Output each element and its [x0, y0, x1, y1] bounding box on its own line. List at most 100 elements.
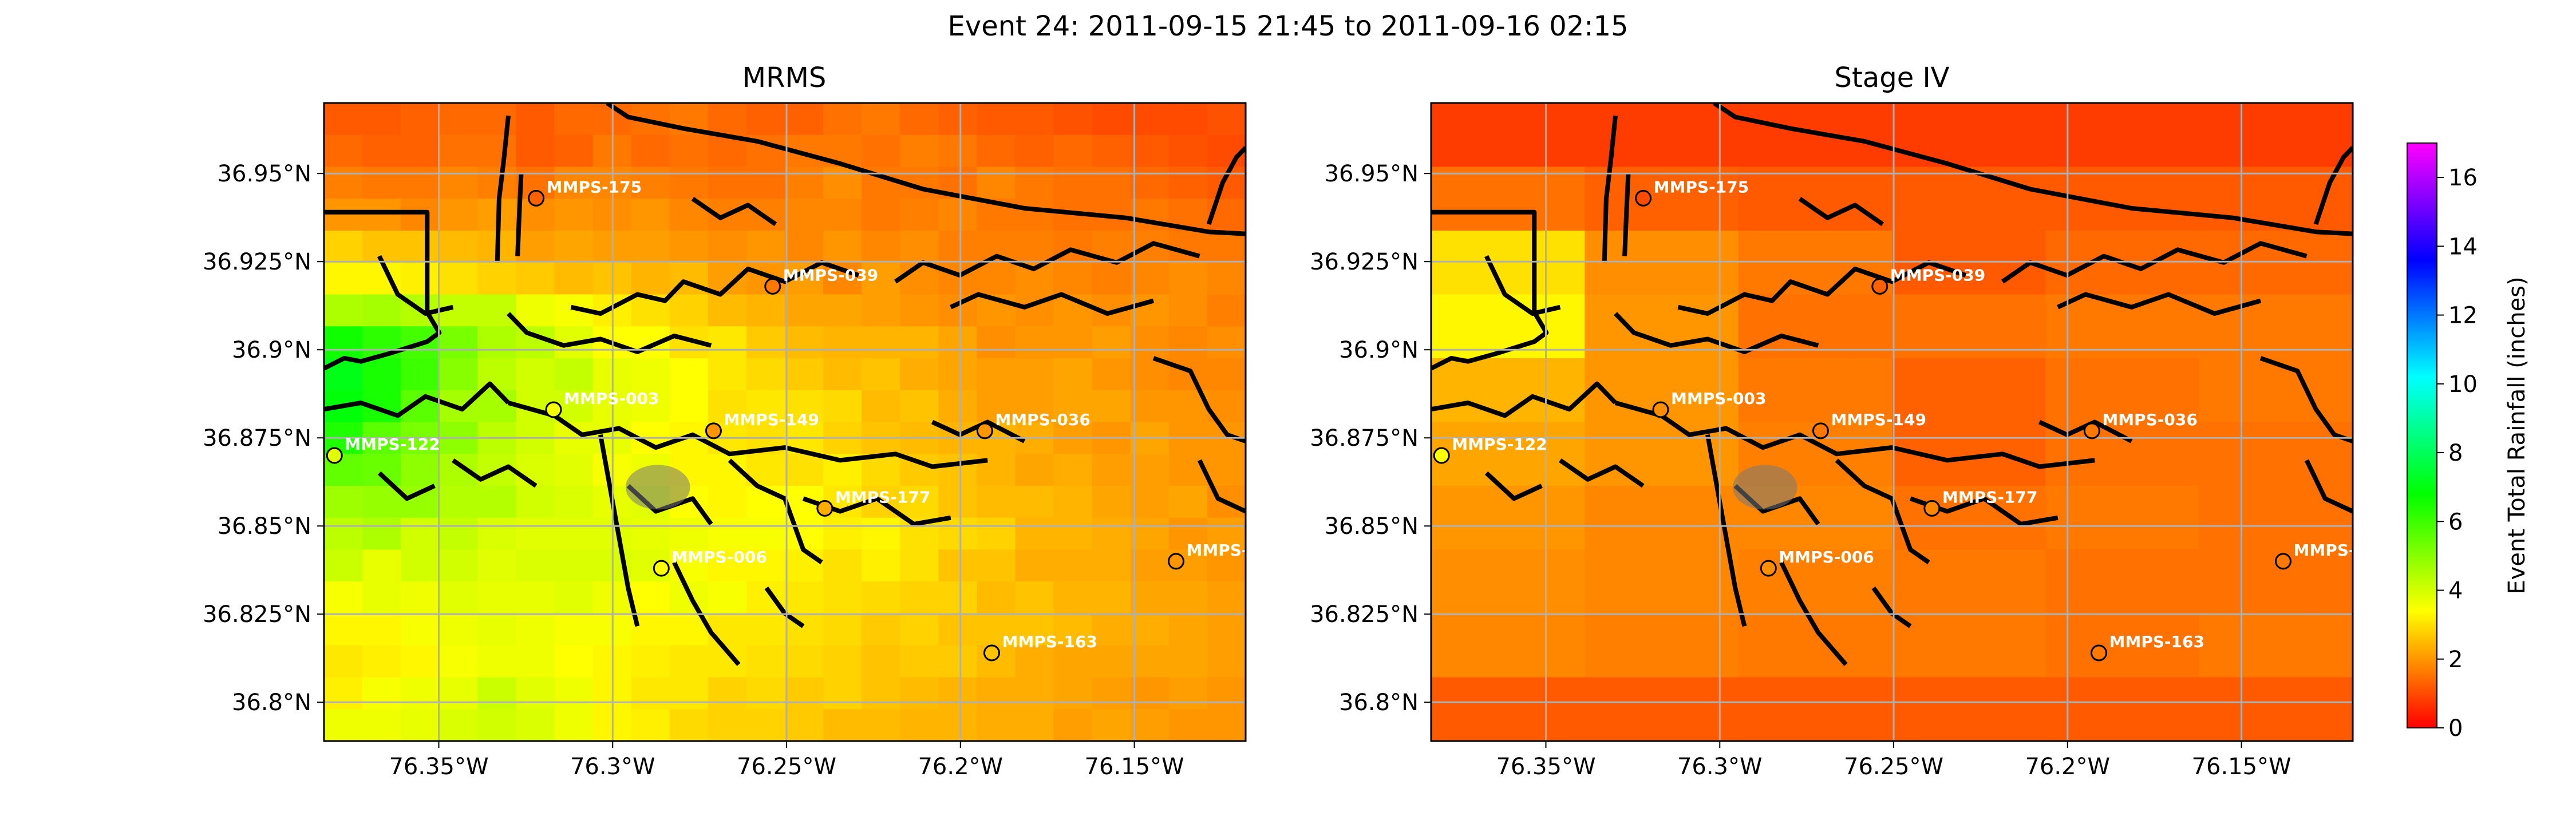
stage-iv-heat-cell — [1738, 231, 1777, 263]
mrms-heat-cell — [746, 103, 785, 136]
mrms-heat-cell — [401, 262, 440, 295]
mrms-gauges: MMPS-175 MMPS-039 MMPS-003 MMPS-149 MMPS-036… — [326, 177, 1246, 661]
stage-iv-heat-cell — [1892, 549, 1931, 583]
mrms-heatmap — [324, 103, 1246, 741]
mrms-gauge-marker — [816, 500, 833, 517]
mrms-heat-cell — [439, 103, 479, 136]
mrms-heat-cell — [631, 645, 670, 678]
mrms-heat-cell — [1015, 326, 1054, 359]
stage-iv-heat-cell — [1546, 709, 1586, 741]
mrms-heat-cell — [1053, 358, 1093, 391]
mrms-heat-cell — [401, 677, 440, 710]
stage-iv-heat-cell — [1469, 645, 1508, 678]
stage-iv-heat-cell — [1623, 262, 1662, 295]
mrms-heat-cell — [862, 581, 901, 614]
mrms-heat-cell — [708, 103, 747, 136]
stage-iv-heat-cell — [1661, 581, 1701, 614]
stage-iv-heat-cell — [2007, 677, 2046, 710]
mrms-heat-cell — [477, 581, 517, 614]
stage-iv-heat-cell — [2237, 645, 2277, 678]
mrms-gauge-label: MMPS-149 — [724, 410, 819, 429]
colorbar-tick-label: 8 — [2448, 440, 2463, 466]
stage-iv-x-tick-label: 76.25°W — [1844, 754, 1943, 780]
stage-iv-y-tick-label: 36.925°N — [1310, 249, 1419, 275]
mrms-heat-cell — [708, 581, 747, 614]
stage-iv-heat-cell — [1930, 199, 1969, 231]
mrms-heat-cell — [785, 358, 824, 391]
mrms-heat-cell — [324, 613, 363, 646]
stage-iv-gauge-label: MMPS-175 — [1654, 177, 1749, 196]
stage-iv-heat-cell — [1969, 390, 2008, 423]
stage-iv-heat-cell — [1431, 677, 1470, 710]
stage-iv-heat-cell — [2007, 326, 2046, 359]
stage-iv-heat-cell — [2275, 517, 2315, 550]
stage-iv-heat-cell — [1853, 613, 1893, 646]
stage-iv-heat-cell — [1546, 358, 1586, 391]
stage-iv-heat-cell — [2199, 677, 2238, 710]
stage-iv-gridlines — [1431, 103, 2353, 741]
stage-iv-heat-cell — [2237, 486, 2277, 518]
mrms-heat-cell — [977, 390, 1016, 423]
stage-iv-heatmap — [1431, 103, 2353, 741]
stage-iv-heat-cell — [1815, 326, 1854, 359]
mrms-heat-cell — [1015, 613, 1054, 646]
stage-iv-heat-cell — [2237, 390, 2277, 423]
mrms-coastline-segment — [452, 458, 538, 488]
stage-iv-heat-cell — [1623, 709, 1662, 741]
stage-iv-y-ticks: 36.95°N 36.925°N 36.9°N 36.875°N 36.85°N 36.8… — [1310, 161, 1431, 716]
mrms-heat-cell — [900, 549, 939, 583]
mrms-heat-cell — [516, 294, 555, 327]
stage-iv-y-tick-label: 36.8°N — [1339, 690, 1419, 716]
stage-iv-coastline-segment — [1798, 197, 1884, 227]
mrms-heat-cell — [324, 294, 363, 327]
mrms-heat-cell — [708, 709, 747, 741]
stage-iv-heat-cell — [2199, 645, 2238, 678]
stage-iv-heat-cell — [2314, 645, 2353, 678]
mrms-heat-cell — [477, 326, 517, 359]
mrms-heat-cell — [1168, 677, 1208, 710]
mrms-heat-cell — [477, 390, 517, 423]
stage-iv-heat-cell — [1431, 262, 1470, 295]
mrms-y-tick-label: 36.9°N — [232, 337, 311, 363]
stage-iv-coastline-segment — [1705, 434, 1747, 627]
stage-iv-heat-cell — [2199, 486, 2238, 518]
stage-iv-heat-cell — [1969, 358, 2008, 391]
mrms-heat-cell — [1130, 517, 1170, 550]
mrms-heat-cell — [516, 486, 555, 518]
mrms-gauge-marker — [705, 422, 722, 439]
mrms-heat-cell — [439, 199, 479, 231]
stage-iv-coastline-segment — [1559, 458, 1645, 488]
stage-iv-coastline-segment — [1779, 561, 1848, 666]
stage-iv-heat-cell — [1431, 294, 1470, 327]
mrms-heat-cell — [938, 134, 978, 168]
stage-iv-heat-cell — [2122, 454, 2162, 486]
mrms-coastline-segment — [606, 103, 1246, 236]
mrms-heat-cell — [631, 390, 670, 423]
stage-iv-coastline-segment — [1431, 209, 1549, 371]
stage-iv-heat-cell — [2237, 262, 2277, 295]
stage-iv-heat-cell — [1585, 390, 1624, 423]
mrms-heat-cell — [1053, 549, 1093, 583]
mrms-heat-cell — [1168, 294, 1208, 327]
stage-iv-heat-cell — [2275, 262, 2315, 295]
mrms-heat-cell — [1130, 134, 1170, 168]
mrms-heat-cell — [708, 294, 747, 327]
stage-iv-heat-cell — [1508, 677, 1547, 710]
mrms-heat-cell — [477, 134, 517, 168]
mrms-heat-cell — [862, 294, 901, 327]
mrms-heat-cell — [439, 517, 479, 550]
mrms-heat-cell — [823, 709, 862, 741]
mrms-gauge-label: MMPS-036 — [995, 410, 1090, 429]
stage-iv-heat-cell — [1431, 103, 1470, 136]
mrms-heat-cell — [862, 134, 901, 168]
stage-iv-heat-cell — [2314, 709, 2353, 741]
mrms-heat-cell — [862, 517, 901, 550]
mrms-heat-cell — [1053, 613, 1093, 646]
stage-iv-y-tick-label: 36.95°N — [1325, 161, 1419, 187]
stage-iv-heat-cell — [1469, 454, 1508, 486]
mrms-heat-cell — [938, 486, 978, 518]
mrms-coastline-segment — [515, 173, 524, 256]
mrms-heat-cell — [823, 517, 862, 550]
stage-iv-heat-cell — [1661, 454, 1701, 486]
stage-iv-gauge-label: MMPS-163 — [2109, 632, 2204, 651]
